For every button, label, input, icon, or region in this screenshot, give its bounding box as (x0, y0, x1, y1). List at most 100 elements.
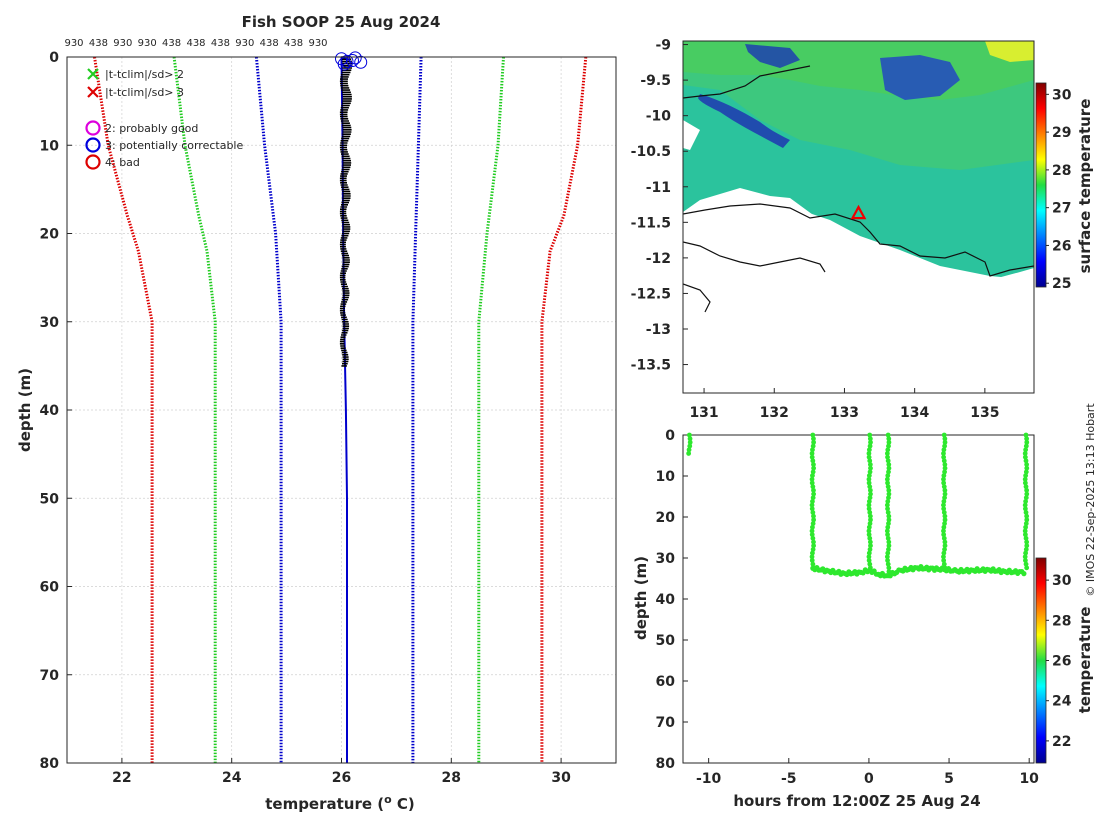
ts-point (1024, 439, 1030, 445)
map-y-tick-label: -13 (646, 322, 671, 338)
ts-point (1023, 458, 1029, 464)
ts-point (867, 443, 873, 449)
ts-point (1022, 506, 1028, 512)
ts-point (941, 524, 947, 530)
ts-y-tick-label: 0 (665, 428, 675, 444)
ts-point (809, 451, 815, 456)
ts-point (867, 487, 873, 493)
ts-point (884, 451, 890, 456)
ts-point (809, 480, 815, 486)
ts-colorbar-tick-label: 22 (1052, 734, 1071, 750)
ts-point (811, 491, 816, 497)
map-x-tick-label: 132 (760, 405, 789, 421)
ts-point (1024, 565, 1030, 571)
flag-circle (345, 54, 359, 68)
map-colorbar-ticks: 25 26 27 28 29 30 (1046, 87, 1072, 292)
ts-point (811, 513, 816, 519)
map-colorbar-label: surface temperature (1076, 99, 1094, 274)
ts-point (810, 521, 816, 526)
ts-x-tick-label: -10 (696, 771, 722, 787)
ts-point (810, 524, 815, 530)
ts-point (1022, 454, 1028, 460)
ts-point (866, 454, 872, 460)
ts-point (1022, 476, 1028, 482)
vessel-marker (850, 204, 867, 220)
flag-circle (348, 51, 362, 65)
ts-point (941, 454, 947, 460)
y-tick-label: 60 (40, 580, 60, 596)
map-colorbar-tick-label: 28 (1052, 163, 1071, 179)
ts-point (811, 439, 817, 445)
profile-ticks: 22 24 26 28 30 0 10 20 30 40 50 60 70 80 (40, 50, 572, 786)
x-tick-label: 26 (332, 770, 351, 786)
ts-point (811, 436, 816, 442)
ts-point (1024, 543, 1030, 549)
ts-point (942, 487, 948, 493)
ts-point (885, 561, 891, 567)
ts-point (942, 517, 948, 523)
ts-point (885, 499, 891, 504)
x-tick-label: 22 (112, 770, 131, 786)
ts-point (811, 543, 816, 549)
ts-point (810, 473, 815, 478)
ts-point (867, 561, 873, 567)
ts-point (1023, 546, 1029, 552)
y-tick-label: 40 (40, 403, 60, 419)
timeseries-colorbar-label: temperature (1076, 607, 1094, 714)
ts-point (942, 521, 947, 526)
ts-point (941, 535, 947, 541)
flag-circle (337, 57, 351, 71)
ts-point (1024, 491, 1030, 497)
instrument-id-labels: 930 438 930 930 438 438 438 930 438 438 930 (64, 38, 327, 49)
ts-point (885, 510, 891, 515)
ts-point (811, 539, 816, 545)
x-tick-label: 30 (551, 770, 571, 786)
ts-y-tick-label: 70 (656, 715, 676, 731)
y-tick-label: 20 (40, 227, 60, 243)
x-tick-label: 24 (222, 770, 242, 786)
ts-point (868, 543, 873, 549)
flag-circle (340, 54, 354, 68)
ts-point (1023, 535, 1029, 541)
map-colorbar-tick-label: 27 (1052, 201, 1071, 217)
ts-point (809, 454, 815, 460)
map-y-tick-label: -10.5 (631, 144, 671, 160)
ts-point (886, 517, 892, 523)
ts-x-tick-label: 0 (864, 771, 874, 787)
ts-y-tick-label: 50 (656, 633, 676, 649)
ts-point (866, 451, 872, 456)
ts-point (811, 517, 816, 523)
ts-point (886, 469, 891, 475)
map-y-tick-label: -11 (646, 180, 671, 196)
ts-point (886, 462, 892, 467)
legend-marker (87, 68, 99, 80)
ts-point (810, 458, 816, 464)
ts-point (941, 484, 947, 490)
ts-point (885, 558, 890, 563)
ts-x-tick-label: 5 (944, 771, 954, 787)
instrument-id: 930 (235, 38, 254, 49)
ts-point (687, 439, 693, 445)
ts-point (868, 491, 873, 497)
ts-point (886, 443, 891, 449)
timeseries-ticks: -10 -5 0 5 10 0 10 20 30 40 50 60 70 80 (656, 428, 1040, 787)
y-tick-label: 80 (40, 756, 60, 772)
map-colorbar-tick-label: 25 (1052, 276, 1071, 292)
legend-label: 2: probably good (105, 122, 198, 135)
ts-point (1022, 554, 1028, 560)
ts-point (886, 565, 892, 571)
ts-point (1024, 539, 1030, 545)
ts-y-tick-label: 10 (656, 469, 676, 485)
ts-point (866, 476, 872, 482)
credit-text: © IMOS 22-Sep-2025 13:13 Hobart (1084, 403, 1097, 597)
ts-point (687, 436, 693, 442)
ts-point (866, 473, 872, 478)
ts-point (810, 550, 815, 556)
map-y-tick-label: -9.5 (640, 73, 671, 89)
map-colorbar-tick-label: 29 (1052, 125, 1071, 141)
legend-marker (85, 120, 101, 136)
map-colorbar-tick-label: 30 (1052, 87, 1072, 103)
ts-point (810, 495, 816, 501)
map-x-tick-label: 131 (689, 405, 718, 421)
ts-point (1023, 443, 1029, 449)
